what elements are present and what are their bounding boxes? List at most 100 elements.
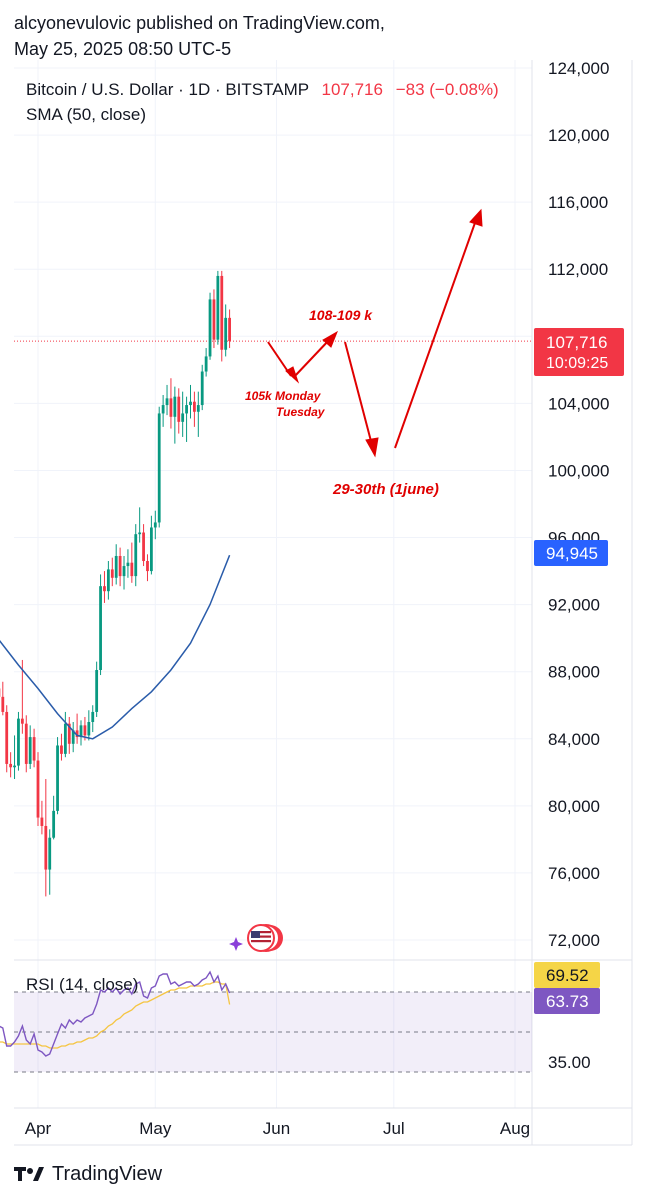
candle <box>24 715 28 773</box>
price-axis: 72,00076,00080,00084,00088,00092,00096,0… <box>548 59 609 950</box>
chart-grid <box>14 60 532 1108</box>
arrow-up-2 <box>394 219 477 449</box>
tradingview-logo-icon <box>14 1163 44 1185</box>
rsi-ma-line <box>0 981 231 1049</box>
candle-body <box>75 730 79 738</box>
candle <box>138 507 142 543</box>
candle-body <box>83 725 87 736</box>
candle-body <box>24 723 28 764</box>
candle <box>146 554 149 582</box>
candle-body <box>142 532 145 562</box>
candle-body <box>103 586 106 592</box>
candle-body <box>99 586 102 671</box>
arrow-head-3 <box>365 437 379 458</box>
rsi-legend: RSI (14, close) <box>26 975 138 994</box>
candle-body <box>165 398 169 406</box>
publisher-line: alcyonevulovic published on TradingView.… <box>14 13 385 33</box>
candle-body <box>17 718 20 766</box>
candle <box>134 524 138 587</box>
candle-body <box>48 837 52 870</box>
annotation-tuesday: Tuesday <box>276 405 326 419</box>
candle-body <box>44 825 48 870</box>
events-badge[interactable] <box>229 924 283 952</box>
candle <box>196 391 200 437</box>
rsi-tag-bg <box>534 988 600 1014</box>
candle-body <box>161 405 165 414</box>
arrow-down-2 <box>344 341 373 446</box>
candle <box>56 737 59 815</box>
candle-body <box>5 711 9 764</box>
candle <box>185 396 188 442</box>
candle-body <box>228 317 231 342</box>
candle-body <box>196 405 200 412</box>
candle-body <box>177 396 181 422</box>
candle <box>28 725 32 769</box>
symbol-name: Bitcoin / U.S. Dollar · 1D · BITSTAMP <box>26 80 309 99</box>
x-tick-label: Aug <box>500 1119 530 1138</box>
annotation-target-1: 108-109 k <box>309 307 373 323</box>
price-chart[interactable]: 72,00076,00080,00084,00088,00092,00096,0… <box>0 0 647 1160</box>
y-tick-label: 116,000 <box>548 193 608 212</box>
flag-stripe <box>251 940 271 943</box>
candle <box>44 779 48 897</box>
y-tick-label: 76,000 <box>548 864 600 883</box>
sma-tag-value: 94,945 <box>546 544 598 563</box>
candle-body <box>181 413 185 422</box>
candle <box>220 270 224 362</box>
candle-body <box>204 356 208 372</box>
candle <box>153 510 157 540</box>
publish-date: May 25, 2025 08:50 UTC-5 <box>14 39 232 59</box>
candle-body <box>114 555 118 578</box>
candle-body <box>95 670 99 712</box>
candle-body <box>185 405 188 414</box>
candle <box>114 544 118 585</box>
candle <box>9 752 13 778</box>
bar-countdown: 10:09:25 <box>546 355 608 372</box>
sma-price-tag: 94,945 <box>534 540 608 566</box>
candle-body <box>173 396 177 417</box>
candle <box>142 524 145 567</box>
candle-body <box>220 275 224 350</box>
y-tick-label: 124,000 <box>548 59 609 78</box>
last-price-tag-bg <box>534 328 624 376</box>
candle <box>212 289 216 349</box>
candle-body <box>13 765 16 768</box>
candle-body <box>130 562 134 577</box>
candle <box>95 661 99 717</box>
rsi-tag: 63.73 <box>534 988 600 1014</box>
arrow-head-4 <box>469 208 483 227</box>
arrow-up-1 <box>293 338 331 378</box>
candle-body <box>157 413 161 523</box>
candle <box>118 547 122 587</box>
candle <box>161 395 165 427</box>
y-tick-label: 104,000 <box>548 394 609 413</box>
annotation-date: 29-30th (1june) <box>332 481 439 498</box>
candle-body <box>118 555 122 577</box>
candle <box>75 713 79 744</box>
candle <box>149 515 153 575</box>
annotation-monday: 105k Monday <box>245 389 322 403</box>
footer: TradingView <box>14 1160 162 1188</box>
candle <box>110 557 114 587</box>
candle <box>122 555 126 590</box>
candle <box>189 384 192 419</box>
candle <box>79 720 83 746</box>
candle <box>157 406 161 528</box>
candle <box>177 388 181 434</box>
candle <box>169 378 173 429</box>
last-price-value: 107,716 <box>546 333 607 352</box>
candle-body <box>224 317 228 350</box>
flag-stripe <box>251 935 271 938</box>
sma-legend: SMA (50, close) <box>26 105 146 124</box>
candle-body <box>169 398 173 417</box>
candle <box>36 752 40 826</box>
rsi-tick-label: 35.00 <box>548 1053 591 1072</box>
candle <box>13 735 16 780</box>
candle-body <box>189 401 192 406</box>
y-tick-label: 80,000 <box>548 797 600 816</box>
arrow-head-2 <box>322 330 338 348</box>
candle-body <box>110 569 114 578</box>
candle <box>63 711 67 758</box>
candle-body <box>91 711 95 722</box>
candle <box>208 292 212 360</box>
